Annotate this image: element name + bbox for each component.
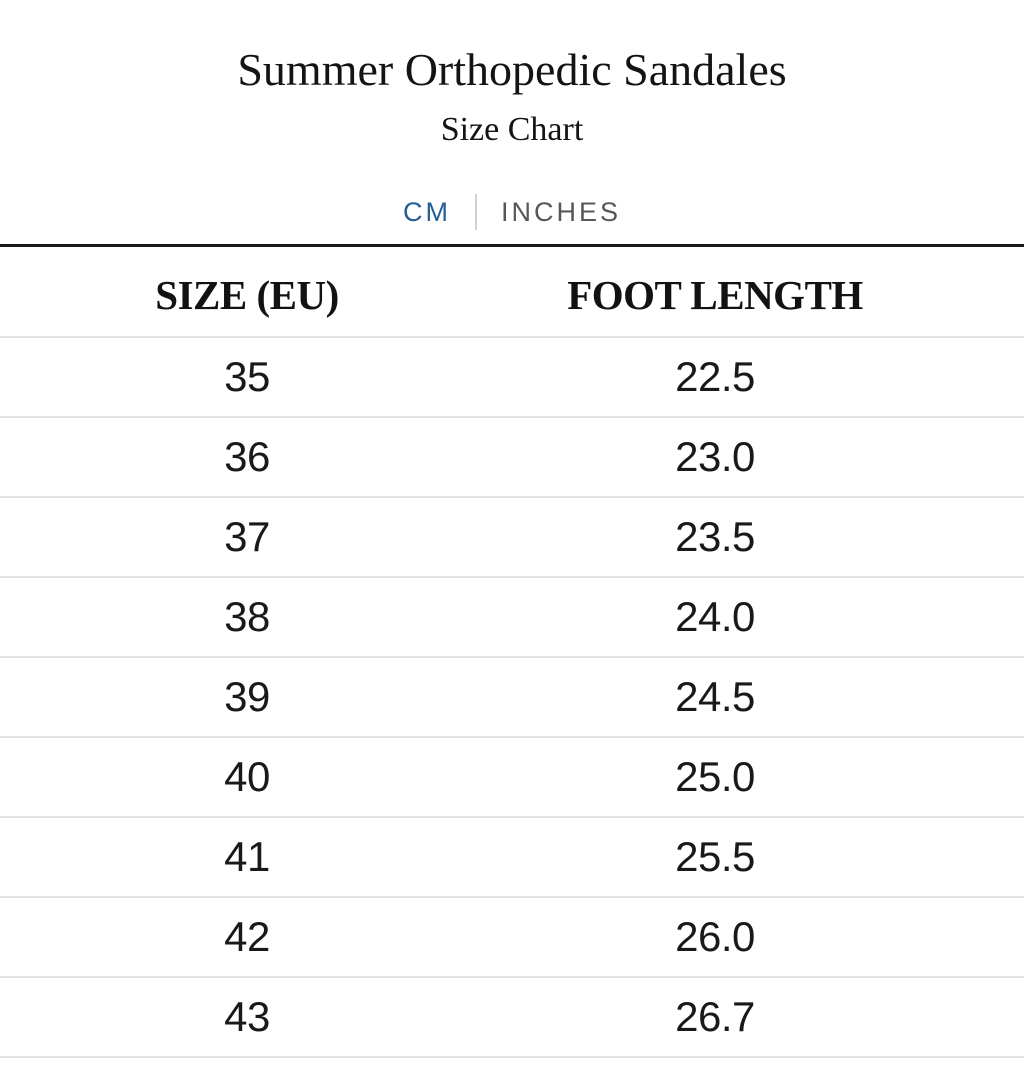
- foot-length-cell: 26.0: [675, 913, 755, 960]
- column-header-foot-length: FOOT LENGTH: [567, 272, 863, 318]
- foot-length-cell: 23.0: [675, 433, 755, 480]
- table-row: 42 26.0: [0, 898, 1024, 978]
- size-cell: 38: [224, 593, 270, 640]
- size-cell: 40: [224, 753, 270, 800]
- table-row: 36 23.0: [0, 418, 1024, 498]
- table-header-row: SIZE (EU) FOOT LENGTH: [0, 247, 1024, 338]
- table-row: 41 25.5: [0, 818, 1024, 898]
- foot-length-cell: 22.5: [675, 353, 755, 400]
- size-cell: 43: [224, 993, 270, 1040]
- unit-inches-button[interactable]: INCHES: [500, 196, 621, 227]
- table-row: 40 25.0: [0, 738, 1024, 818]
- size-cell: 39: [224, 673, 270, 720]
- foot-length-cell: 24.5: [675, 673, 755, 720]
- table-row: 37 23.5: [0, 498, 1024, 578]
- table-row: 43 26.7: [0, 978, 1024, 1058]
- foot-length-cell: 26.7: [675, 993, 755, 1040]
- unit-toggle: CM INCHES: [0, 194, 1024, 230]
- foot-length-cell: 23.5: [675, 513, 755, 560]
- page-subtitle: Size Chart: [440, 111, 584, 148]
- size-cell: 37: [224, 513, 270, 560]
- foot-length-cell: 24.0: [675, 593, 755, 640]
- foot-length-cell: 25.0: [675, 753, 755, 800]
- size-cell: 42: [224, 913, 270, 960]
- size-chart-table: SIZE (EU) FOOT LENGTH 35 22.5 36 23.0 37 23.5…: [0, 244, 1024, 1058]
- size-cell: 41: [224, 833, 270, 880]
- table-row: 35 22.5: [0, 338, 1024, 418]
- page-title: Summer Orthopedic Sandales: [237, 44, 787, 95]
- size-cell: 36: [224, 433, 270, 480]
- table-body: 35 22.5 36 23.0 37 23.5 38 24.0 39 24.5 40 25.0 41 25…: [0, 338, 1024, 1058]
- column-header-size: SIZE (EU): [155, 272, 339, 318]
- foot-length-cell: 25.5: [675, 833, 755, 880]
- table-row: 39 24.5: [0, 658, 1024, 738]
- unit-cm-button[interactable]: CM: [402, 196, 451, 227]
- toggle-divider: [474, 194, 477, 230]
- table-row: 38 24.0: [0, 578, 1024, 658]
- size-cell: 35: [224, 353, 270, 400]
